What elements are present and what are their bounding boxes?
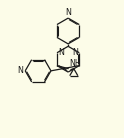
Text: N: N	[65, 8, 71, 17]
Text: N: N	[72, 48, 78, 57]
Text: N: N	[18, 66, 24, 75]
Text: N: N	[59, 48, 64, 57]
Text: NH: NH	[70, 59, 81, 68]
